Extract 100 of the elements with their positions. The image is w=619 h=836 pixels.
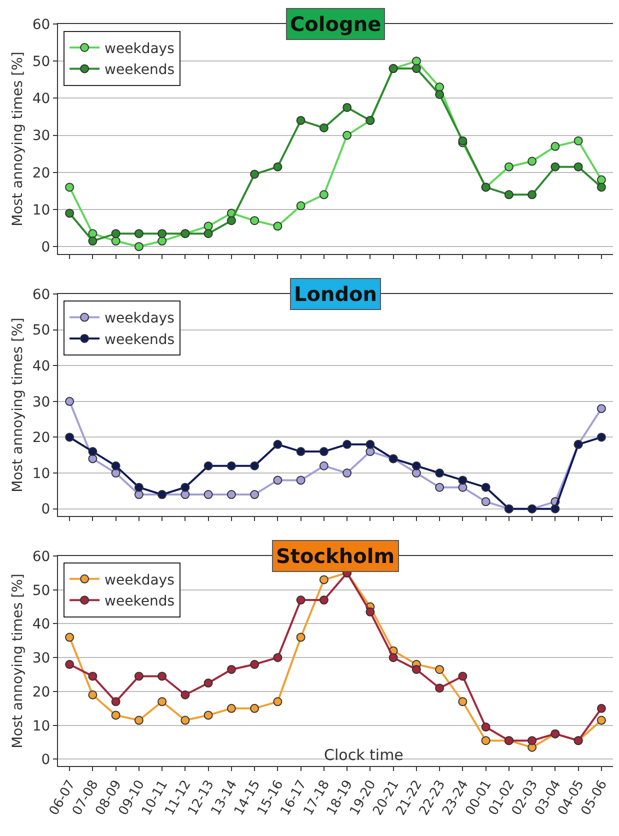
point — [319, 190, 328, 200]
point — [342, 440, 352, 449]
point — [65, 660, 74, 669]
point — [550, 162, 560, 172]
point — [458, 672, 468, 681]
y-tick-label: 20 — [32, 684, 50, 700]
point — [226, 461, 236, 470]
point — [412, 664, 421, 674]
point — [226, 664, 236, 674]
point — [65, 208, 74, 218]
legend-label: weekdays — [104, 572, 174, 588]
point — [528, 190, 537, 200]
y-tick-label: 30 — [32, 650, 50, 667]
point — [204, 222, 213, 231]
point — [204, 678, 213, 688]
y-tick-label: 0 — [41, 239, 50, 256]
point — [250, 170, 260, 179]
y-tick-label: 40 — [32, 616, 50, 633]
point — [528, 156, 537, 166]
point — [296, 596, 306, 605]
point — [180, 716, 190, 725]
y-tick-label: 20 — [32, 430, 50, 446]
point — [226, 704, 236, 713]
y-tick-label: 0 — [41, 752, 50, 768]
y-tick-label: 50 — [32, 54, 50, 70]
point — [250, 704, 260, 713]
point — [319, 596, 328, 605]
y-axis-title: Most annoying times [%] — [10, 318, 26, 492]
point — [574, 162, 583, 172]
legend-label: weekends — [104, 62, 175, 78]
point — [134, 490, 144, 500]
point — [342, 102, 352, 112]
y-tick-label: 50 — [32, 582, 50, 599]
point — [65, 182, 74, 192]
y-tick-label: 0 — [41, 502, 50, 518]
point — [366, 440, 375, 449]
point — [412, 468, 421, 478]
point — [528, 736, 537, 746]
y-axis-title: Most annoying times [%] — [10, 574, 26, 748]
point — [273, 653, 282, 662]
point — [296, 632, 306, 642]
point — [481, 722, 490, 732]
point — [574, 136, 583, 146]
point — [134, 242, 144, 252]
point — [319, 123, 328, 132]
y-tick-label: 60 — [32, 286, 50, 303]
point — [158, 672, 167, 681]
y-tick-label: 40 — [32, 358, 50, 375]
point — [88, 236, 98, 246]
point — [550, 504, 560, 514]
point — [111, 710, 120, 720]
point — [204, 490, 213, 500]
point — [158, 229, 167, 238]
legend-label: weekdays — [104, 310, 174, 327]
point — [550, 142, 560, 151]
point — [134, 482, 144, 492]
point — [296, 116, 306, 125]
point — [88, 447, 98, 456]
point — [596, 182, 606, 192]
point — [111, 697, 120, 706]
y-tick-label: 10 — [32, 202, 50, 218]
y-tick-label: 60 — [32, 548, 50, 565]
point — [481, 497, 490, 506]
point — [504, 190, 514, 200]
point — [388, 653, 398, 662]
point — [204, 710, 213, 720]
point — [111, 229, 120, 238]
point — [273, 162, 282, 172]
point — [88, 690, 98, 700]
point — [134, 229, 144, 238]
point — [435, 482, 444, 492]
y-tick-label: 10 — [32, 466, 50, 482]
y-tick-label: 40 — [32, 91, 50, 108]
point — [458, 697, 468, 706]
point — [342, 468, 352, 478]
point — [596, 432, 606, 442]
point — [111, 461, 120, 470]
legend-label: weekends — [104, 594, 175, 610]
point — [596, 704, 606, 713]
y-tick-label: 60 — [32, 16, 50, 33]
point — [273, 476, 282, 485]
point — [366, 607, 375, 616]
chart-title: Stockholm — [276, 544, 395, 568]
point — [412, 461, 421, 470]
point — [250, 216, 260, 226]
point — [250, 461, 260, 470]
point — [111, 236, 120, 246]
point — [88, 672, 98, 681]
y-tick-label: 20 — [32, 165, 50, 182]
chart-title: Cologne — [290, 12, 382, 36]
point — [481, 482, 490, 492]
point — [134, 672, 144, 681]
point — [342, 130, 352, 140]
point — [319, 461, 328, 470]
y-tick-label: 10 — [32, 718, 50, 734]
y-tick-label: 30 — [32, 128, 50, 144]
point — [504, 162, 514, 172]
point — [158, 236, 167, 246]
point — [412, 56, 421, 66]
point — [296, 476, 306, 485]
